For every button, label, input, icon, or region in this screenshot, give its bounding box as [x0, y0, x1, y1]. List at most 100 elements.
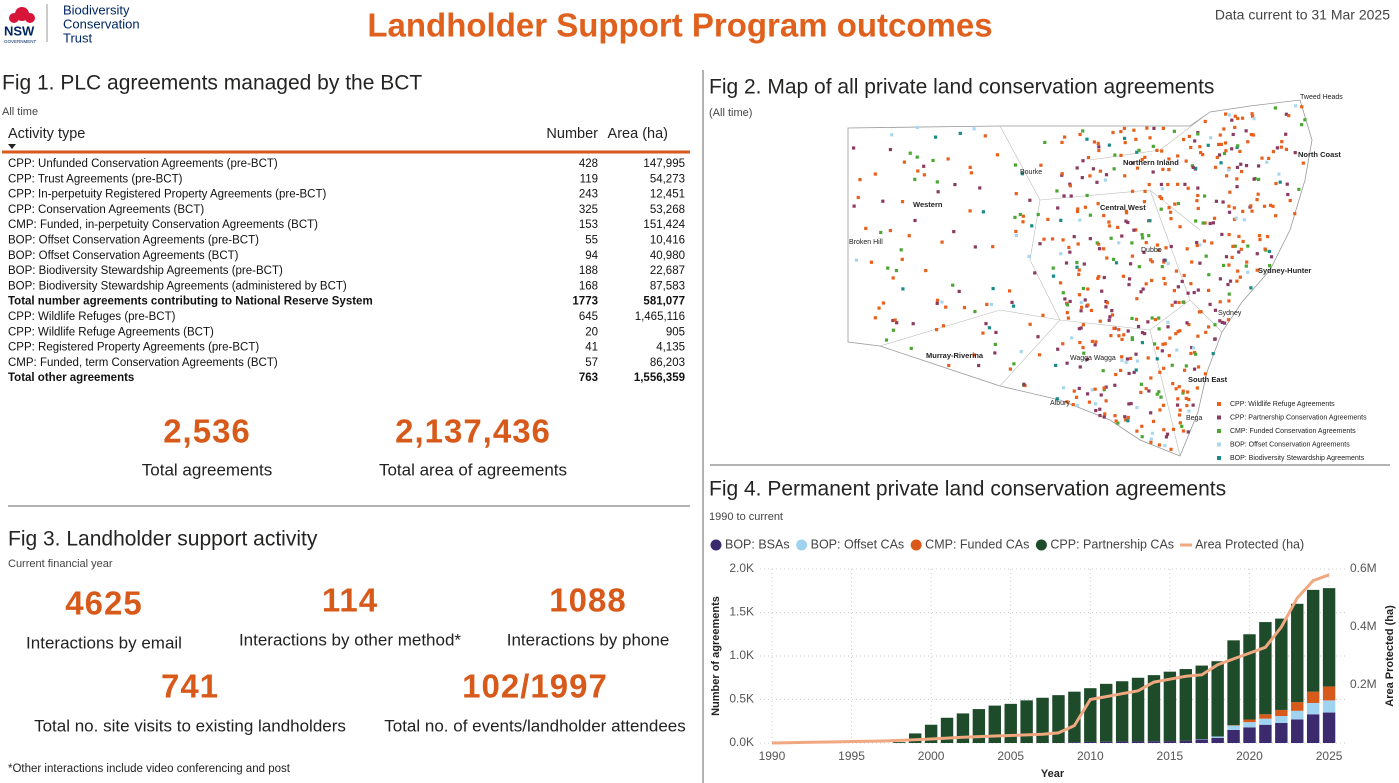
bar-segment [1211, 737, 1224, 743]
bar-segment [1036, 697, 1049, 743]
map-point [1103, 178, 1108, 182]
map-point [1149, 411, 1153, 415]
map-point [1076, 242, 1080, 246]
kpi-label: Total agreements [142, 460, 272, 479]
map-point [1170, 303, 1174, 307]
map-point [1079, 309, 1083, 313]
map-point [1160, 349, 1164, 353]
map-point [1134, 228, 1138, 232]
map-point [1300, 123, 1304, 127]
map-point [1235, 165, 1240, 169]
map-point [1065, 303, 1070, 307]
legend-label[interactable]: CMP: Funded CAs [925, 537, 1029, 551]
column-header[interactable]: Activity type [8, 126, 85, 142]
map-point [1172, 129, 1176, 133]
map-point [1079, 326, 1083, 330]
legend-label[interactable]: BOP: Offset CAs [811, 537, 905, 551]
map-point [913, 177, 917, 181]
map-point [888, 228, 892, 233]
place-label: North Coast [1298, 150, 1341, 159]
map-point [1158, 408, 1162, 412]
map-point [935, 180, 939, 184]
map-point [995, 153, 1000, 157]
map-point [1235, 177, 1239, 181]
map-point [1114, 261, 1119, 265]
bar-segment [1227, 729, 1240, 743]
map-point [851, 146, 856, 150]
map-point [1150, 316, 1154, 320]
bar-segment [972, 709, 986, 743]
row-number: 763 [579, 372, 598, 384]
map-point [1075, 166, 1079, 170]
map-point [1072, 389, 1076, 393]
row-area: 151,424 [643, 219, 685, 231]
map-point [1075, 403, 1079, 408]
map-point [1256, 192, 1260, 196]
map-point [1014, 192, 1018, 196]
map-point [1140, 331, 1145, 335]
legend-label[interactable]: BOP: BSAs [725, 537, 790, 551]
bar-segment [1195, 665, 1208, 740]
map-point [1078, 365, 1082, 369]
map-point [1249, 204, 1253, 208]
map-point [1178, 329, 1182, 333]
map-point [1167, 167, 1171, 172]
map-point [1081, 286, 1086, 291]
map-point [1177, 413, 1182, 417]
map-point [1125, 357, 1130, 361]
map-point [962, 305, 967, 310]
map-point [1181, 429, 1186, 433]
bar-segment [1322, 588, 1336, 687]
map-point [1042, 237, 1046, 241]
legend-label[interactable]: CPP: Partnership CAs [1050, 537, 1174, 551]
map-point [858, 178, 862, 182]
map-point [1274, 181, 1278, 186]
map-point [1116, 421, 1120, 425]
map-point [1132, 228, 1136, 232]
map-point [1098, 169, 1102, 173]
map-point [1268, 203, 1273, 207]
map-point [924, 268, 928, 273]
map-point [881, 199, 885, 203]
map-point [1021, 214, 1025, 218]
legend-label[interactable]: Area Protected (ha) [1195, 537, 1304, 551]
map-point [1227, 168, 1231, 172]
sort-arrow[interactable] [8, 144, 16, 149]
map-point [1110, 309, 1114, 313]
map-point [1207, 288, 1211, 292]
column-header[interactable]: Area (ha) [608, 126, 668, 142]
map-point [1178, 421, 1182, 425]
fig-subtitle: All time [2, 106, 38, 118]
row-name: CPP: Wildlife Refuge Agreements (BCT) [8, 326, 214, 338]
bar-segment [1259, 622, 1272, 715]
bar-segment [1291, 702, 1304, 711]
map-point [1148, 219, 1152, 223]
map-point [1054, 363, 1058, 368]
map-point [1027, 254, 1031, 259]
bar-segment [1131, 677, 1145, 742]
map-point [1257, 234, 1262, 238]
map-point [873, 172, 877, 176]
map-point [981, 331, 985, 335]
bar-segment [1147, 675, 1161, 742]
map-point [981, 210, 985, 214]
column-header[interactable]: Number [546, 126, 598, 142]
map-point [1122, 136, 1127, 140]
map-point [1197, 310, 1202, 314]
map-point [1061, 291, 1065, 295]
map-point [1157, 248, 1161, 252]
map-point [1104, 385, 1108, 389]
map-point [1214, 199, 1219, 203]
map-point [1144, 387, 1148, 391]
map-point [1224, 112, 1228, 116]
map-point [1065, 361, 1069, 365]
map-point [1195, 386, 1199, 390]
map-point [1098, 319, 1102, 323]
row-name: CMP: Funded, term Conservation Agreement… [8, 357, 278, 369]
kpi-value: 102/1997 [462, 668, 608, 705]
map-point [944, 305, 948, 309]
map-point [1162, 366, 1166, 370]
map-point [1088, 213, 1092, 217]
map-point [1139, 382, 1143, 386]
x-tick-label: 2015 [1157, 749, 1184, 763]
